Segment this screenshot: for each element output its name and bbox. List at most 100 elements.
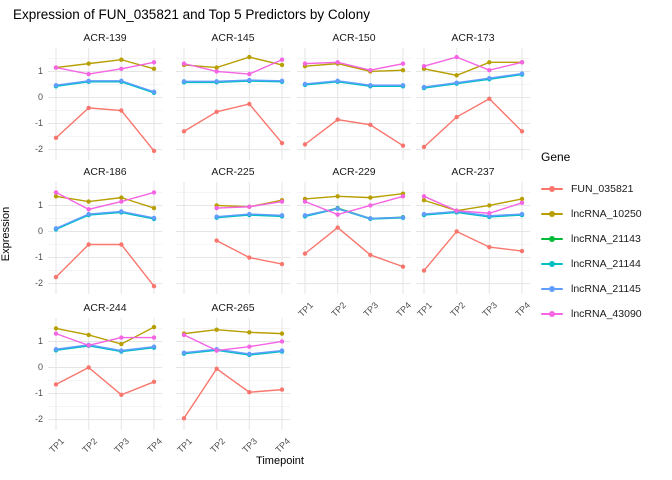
data-point-lncRNA_21145 bbox=[400, 215, 406, 220]
data-point-lncRNA_43090 bbox=[119, 199, 124, 204]
data-point-lncRNA_43090 bbox=[247, 71, 252, 77]
y-tick-label: 1 bbox=[37, 65, 43, 76]
data-point-lncRNA_10250 bbox=[368, 195, 373, 200]
facet-title: ACR-139 bbox=[83, 32, 127, 44]
series-line-FUN_035821 bbox=[423, 230, 523, 272]
data-point-FUN_035821 bbox=[421, 144, 427, 150]
series-line-lncRNA_21145 bbox=[423, 210, 523, 217]
data-point-lncRNA_43090 bbox=[247, 204, 252, 209]
legend-entry-label: lncRNA_43090 bbox=[571, 307, 642, 320]
facet-title: ACR-229 bbox=[332, 166, 376, 178]
data-point-FUN_035821 bbox=[53, 382, 59, 387]
data-point-lncRNA_21145 bbox=[119, 348, 124, 353]
data-point-FUN_035821 bbox=[247, 390, 252, 395]
series-line-lncRNA_21144 bbox=[423, 211, 523, 218]
data-point-lncRNA_43090 bbox=[421, 194, 427, 199]
series-line-lncRNA_10250 bbox=[183, 56, 283, 69]
legend-key-icon bbox=[541, 282, 563, 296]
facet-panel bbox=[416, 182, 530, 294]
data-point-FUN_035821 bbox=[119, 392, 124, 398]
data-point-lncRNA_43090 bbox=[279, 339, 285, 344]
facet-ACR-265: ACR-265 TP1 TP2 TP3 TP4 bbox=[175, 302, 292, 455]
data-point-lncRNA_10250 bbox=[247, 54, 252, 60]
data-point-lncRNA_21145 bbox=[151, 89, 157, 94]
data-point-lncRNA_10250 bbox=[279, 62, 285, 68]
facet-ACR-186: ACR-186 1 0 -1 -2 bbox=[35, 166, 162, 294]
data-point-lncRNA_21145 bbox=[181, 79, 187, 84]
series-line-lncRNA_21145 bbox=[423, 72, 523, 88]
legend-entry-label: FUN_035821 bbox=[571, 182, 634, 195]
series-line-lncRNA_21144 bbox=[423, 73, 523, 89]
y-tick-label: -1 bbox=[34, 388, 43, 399]
data-point-lncRNA_43090 bbox=[151, 60, 157, 65]
series-line-FUN_035821 bbox=[423, 97, 523, 148]
data-point-FUN_035821 bbox=[279, 261, 285, 267]
data-point-FUN_035821 bbox=[151, 283, 157, 289]
data-point-FUN_035821 bbox=[519, 129, 525, 134]
data-point-FUN_035821 bbox=[400, 264, 406, 269]
series-line-lncRNA_21145 bbox=[55, 344, 155, 352]
legend-entry: lncRNA_10250 bbox=[541, 201, 642, 226]
data-point-lncRNA_10250 bbox=[151, 324, 157, 330]
data-point-FUN_035821 bbox=[181, 129, 187, 134]
data-point-lncRNA_21145 bbox=[487, 76, 492, 81]
legend-entry-label: lncRNA_21145 bbox=[571, 282, 641, 295]
x-tick-label: TP4 bbox=[145, 436, 165, 455]
data-point-FUN_035821 bbox=[86, 365, 91, 370]
data-point-FUN_035821 bbox=[335, 117, 340, 122]
data-point-FUN_035821 bbox=[247, 255, 252, 260]
data-point-lncRNA_21145 bbox=[53, 83, 59, 88]
data-point-lncRNA_21145 bbox=[247, 211, 252, 217]
series-line-lncRNA_21144 bbox=[55, 345, 155, 353]
facet-panel bbox=[48, 182, 162, 294]
data-point-lncRNA_43090 bbox=[302, 199, 308, 204]
data-point-lncRNA_43090 bbox=[53, 65, 59, 70]
data-point-lncRNA_43090 bbox=[279, 199, 285, 204]
series-line-lncRNA_43090 bbox=[423, 56, 523, 71]
y-tick-label: 1 bbox=[37, 199, 43, 210]
facet-ACR-229: ACR-229 TP1 TP2 TP3 TP4 bbox=[296, 166, 413, 319]
data-point-lncRNA_10250 bbox=[86, 199, 91, 204]
data-point-lncRNA_43090 bbox=[247, 344, 252, 349]
series-line-lncRNA_21145 bbox=[55, 80, 155, 93]
legend-entry: FUN_035821 bbox=[541, 176, 642, 201]
data-point-lncRNA_10250 bbox=[119, 57, 124, 62]
facet-title: ACR-186 bbox=[83, 166, 127, 178]
data-point-FUN_035821 bbox=[86, 242, 91, 247]
x-tick-label: TP3 bbox=[361, 300, 381, 319]
data-point-lncRNA_21145 bbox=[151, 344, 157, 349]
data-point-lncRNA_10250 bbox=[151, 205, 157, 211]
data-point-lncRNA_43090 bbox=[214, 205, 219, 211]
data-point-lncRNA_21145 bbox=[421, 84, 427, 90]
data-point-lncRNA_43090 bbox=[86, 71, 91, 77]
legend-entry: lncRNA_21143 bbox=[541, 226, 642, 251]
series-line-lncRNA_21145 bbox=[184, 79, 283, 83]
facet-title: ACR-145 bbox=[211, 32, 255, 44]
facet-panel bbox=[176, 48, 290, 160]
data-point-FUN_035821 bbox=[279, 387, 285, 392]
data-point-FUN_035821 bbox=[119, 108, 124, 113]
legend-key-icon bbox=[541, 307, 563, 321]
data-point-FUN_035821 bbox=[151, 148, 157, 154]
data-point-lncRNA_43090 bbox=[335, 212, 340, 217]
data-point-FUN_035821 bbox=[53, 135, 59, 141]
series-line-FUN_035821 bbox=[304, 118, 404, 147]
data-point-lncRNA_21145 bbox=[519, 211, 525, 217]
data-point-FUN_035821 bbox=[181, 416, 187, 421]
facet-title: ACR-237 bbox=[451, 166, 495, 178]
data-point-FUN_035821 bbox=[302, 251, 308, 256]
series-line-lncRNA_10250 bbox=[304, 193, 404, 200]
facet-title: ACR-225 bbox=[211, 166, 255, 178]
data-point-lncRNA_43090 bbox=[214, 348, 219, 353]
series-line-lncRNA_10250 bbox=[55, 326, 155, 345]
data-point-lncRNA_43090 bbox=[302, 61, 308, 66]
data-point-lncRNA_21145 bbox=[279, 78, 285, 84]
data-point-FUN_035821 bbox=[454, 114, 459, 120]
data-point-lncRNA_21145 bbox=[368, 83, 373, 88]
series-line-lncRNA_43090 bbox=[55, 191, 155, 211]
series-line-lncRNA_43090 bbox=[183, 59, 283, 75]
data-point-FUN_035821 bbox=[400, 143, 406, 148]
facet-title: ACR-173 bbox=[451, 32, 495, 44]
series-line-lncRNA_21145 bbox=[183, 348, 283, 355]
